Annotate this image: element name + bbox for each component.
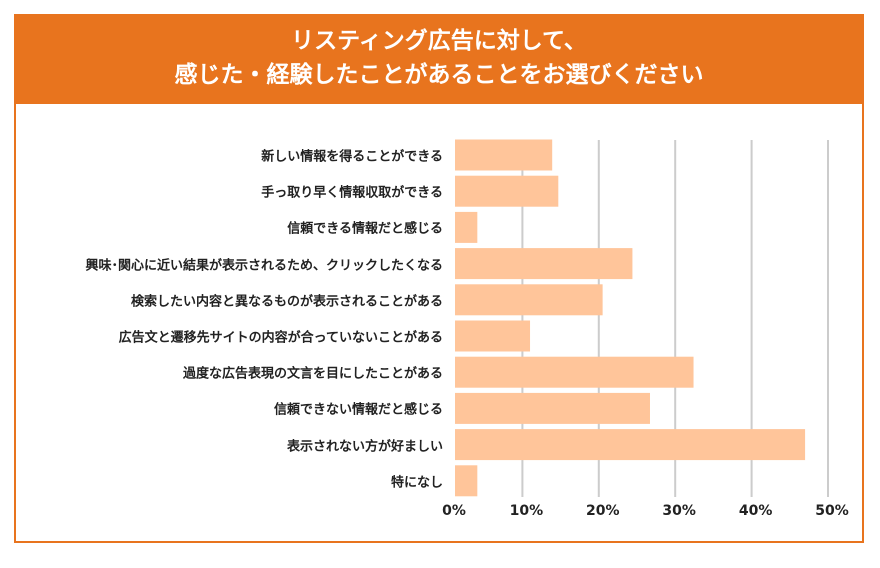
bar <box>455 139 553 171</box>
x-tick-label: 10% <box>509 503 544 519</box>
bar <box>455 356 694 388</box>
category-label: 検索したい内容と異なるものが表示されることがある <box>130 294 443 310</box>
bar <box>455 211 478 243</box>
category-label: 特になし <box>390 475 443 491</box>
x-tick-label: 30% <box>662 503 696 519</box>
category-label: 信頼できない情報だと感じる <box>273 402 443 418</box>
category-label: 信頼できる情報だと感じる <box>287 221 443 237</box>
chart-title-banner: リスティング広告に対して、 感じた・経験したことがあることをお選びください <box>14 14 864 104</box>
bar <box>455 465 478 497</box>
bar <box>455 175 559 207</box>
category-label: 過度な広告表現の文言を目にしたことがある <box>182 366 443 382</box>
chart-title-line-1: リスティング広告に対して、 <box>291 28 587 54</box>
bar <box>455 320 531 352</box>
category-label: 手っ取り早く情報収取ができる <box>261 185 443 201</box>
bar <box>455 392 650 424</box>
x-tick-label: 50% <box>815 503 849 519</box>
category-label: 表示されない方が好ましい <box>286 439 443 455</box>
bar <box>455 429 806 461</box>
x-tick-label: 0% <box>442 503 466 519</box>
category-label: 興味･関心に近い結果が表示されるため、クリックしたくなる <box>85 258 443 274</box>
x-tick-label: 40% <box>738 503 773 519</box>
category-label: 新しい情報を得ることができる <box>261 149 443 165</box>
chart-title-line-2: 感じた・経験したことがあることをお選びください <box>174 62 704 88</box>
x-tick-label: 20% <box>586 503 620 519</box>
bar <box>455 284 603 316</box>
bar <box>455 248 633 280</box>
category-label: 広告文と遷移先サイトの内容が合っていないことがある <box>118 330 443 346</box>
